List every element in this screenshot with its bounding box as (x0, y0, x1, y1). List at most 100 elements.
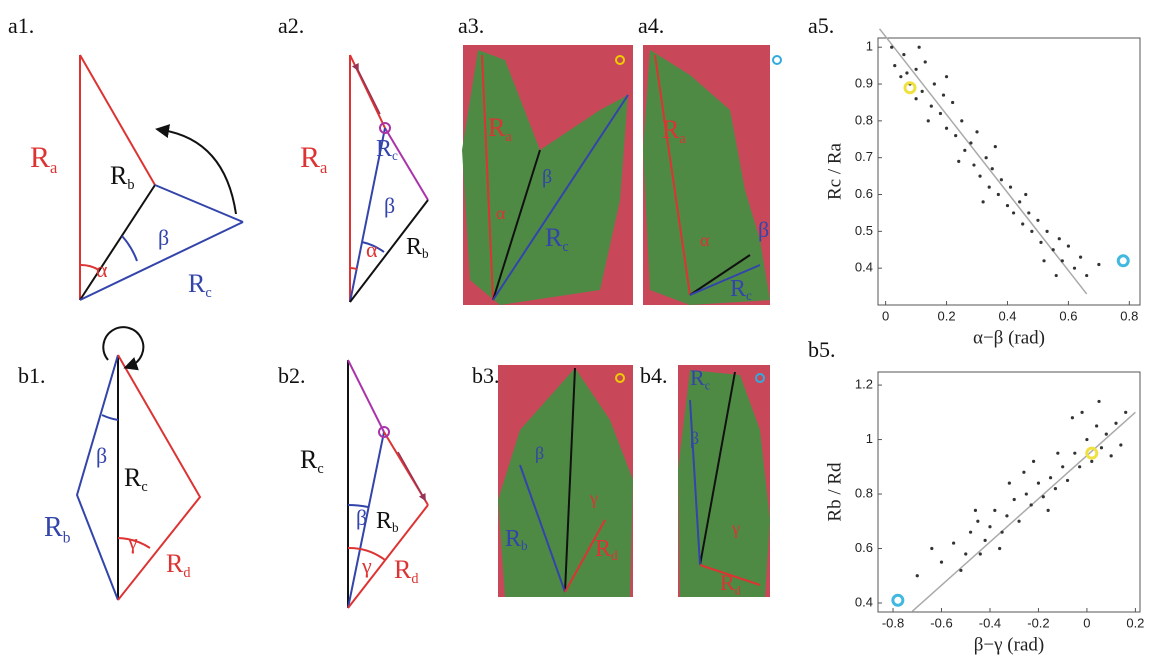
data-point (1051, 248, 1055, 252)
label-main: R (376, 136, 392, 162)
diagram-label: Rc (730, 276, 752, 304)
label-sub: d (611, 548, 618, 563)
label-main: γ (589, 488, 598, 508)
label-sub: b (63, 529, 71, 546)
data-point (939, 560, 944, 564)
data-point (1080, 410, 1084, 414)
data-point (973, 508, 978, 512)
label-main: R (300, 445, 318, 474)
diagram-label: β (356, 505, 367, 530)
label-sub: c (317, 461, 323, 477)
data-point (899, 75, 903, 79)
label-main: R (188, 269, 206, 298)
data-point (1029, 503, 1033, 507)
x-tick-label: 0.8 (1120, 308, 1138, 323)
data-point (1036, 481, 1041, 485)
label-sub: d (183, 565, 190, 581)
label-main: R (300, 141, 320, 174)
data-point (975, 130, 979, 134)
data-point (1012, 497, 1016, 502)
data-point (1046, 508, 1050, 512)
diagram-label: α (700, 230, 710, 250)
data-point (984, 156, 988, 160)
data-point (1060, 259, 1064, 263)
data-point (1017, 519, 1021, 523)
data-point (1070, 416, 1074, 420)
diagram-label: γ (589, 488, 598, 508)
label-sub: c (562, 239, 568, 255)
label-sub: d (411, 571, 418, 587)
data-point (926, 119, 930, 123)
data-point (1085, 437, 1089, 442)
highlight-point (891, 593, 905, 607)
data-point (1000, 530, 1004, 534)
diagram-label: Ra (662, 115, 686, 147)
y-tick-label: 0.8 (855, 112, 873, 127)
data-point (1109, 454, 1113, 458)
label-sub: c (205, 285, 211, 301)
data-point (893, 64, 897, 68)
label-main: R (720, 570, 735, 595)
diagram-label: α (96, 257, 108, 282)
label-main: β (535, 443, 544, 463)
data-point (993, 145, 997, 149)
panel-label: b1. (18, 363, 46, 388)
data-point (976, 519, 980, 523)
label-main: R (505, 526, 521, 552)
diagram-label: γ (731, 518, 740, 538)
x-tick-label: -0.6 (930, 615, 952, 630)
data-point (954, 133, 958, 138)
y-tick-label: 0.7 (855, 149, 873, 164)
diagram-label: Rb (110, 161, 135, 193)
label-main: β (96, 443, 107, 468)
diagram-label: Rb (376, 508, 399, 536)
data-point (1095, 424, 1099, 428)
data-point (1005, 514, 1009, 518)
data-point (1057, 237, 1061, 241)
diagram-label: Rc (300, 445, 324, 477)
data-point (1090, 459, 1094, 463)
x-tick-label: 0.6 (1059, 308, 1077, 323)
fit-line (878, 28, 1088, 295)
data-point (1022, 470, 1026, 474)
diagram-label: β (384, 193, 395, 218)
data-point (960, 119, 964, 123)
data-point (1078, 255, 1083, 259)
data-point (1124, 410, 1128, 414)
label-main: β (758, 217, 769, 242)
label-main: R (406, 234, 422, 260)
diagram-label: β (690, 428, 699, 448)
highlight-point (903, 81, 917, 95)
panel-label: b3. (472, 363, 500, 388)
data-point (951, 100, 955, 105)
panel-label: a2. (278, 13, 304, 38)
data-point (968, 530, 973, 534)
y-axis-label: Rb / Rd (824, 462, 845, 522)
label-main: R (30, 141, 50, 174)
data-point (1036, 218, 1040, 222)
data-point (1011, 211, 1016, 215)
data-point (944, 75, 949, 79)
data-point (959, 568, 963, 572)
panel-label: b5. (808, 337, 836, 362)
data-point (1030, 229, 1034, 233)
label-main: α (96, 257, 108, 282)
diagram-label: β (158, 225, 169, 250)
label-main: R (595, 536, 611, 562)
data-point (1072, 266, 1077, 270)
label-main: R (376, 508, 392, 534)
label-sub: a (505, 129, 512, 145)
y-tick-label: 1 (866, 431, 873, 446)
label-sub: a (50, 158, 58, 177)
data-point (1104, 432, 1108, 436)
diagram-label: Rb (406, 234, 429, 262)
diagram-label: β (542, 166, 552, 188)
label-sub: c (141, 479, 147, 495)
data-point (1007, 481, 1011, 485)
data-point (978, 174, 982, 178)
panel-label: a4. (638, 13, 664, 38)
data-point (1053, 486, 1058, 491)
label-main: β (384, 193, 395, 218)
diagram-label: Ra (300, 141, 328, 177)
